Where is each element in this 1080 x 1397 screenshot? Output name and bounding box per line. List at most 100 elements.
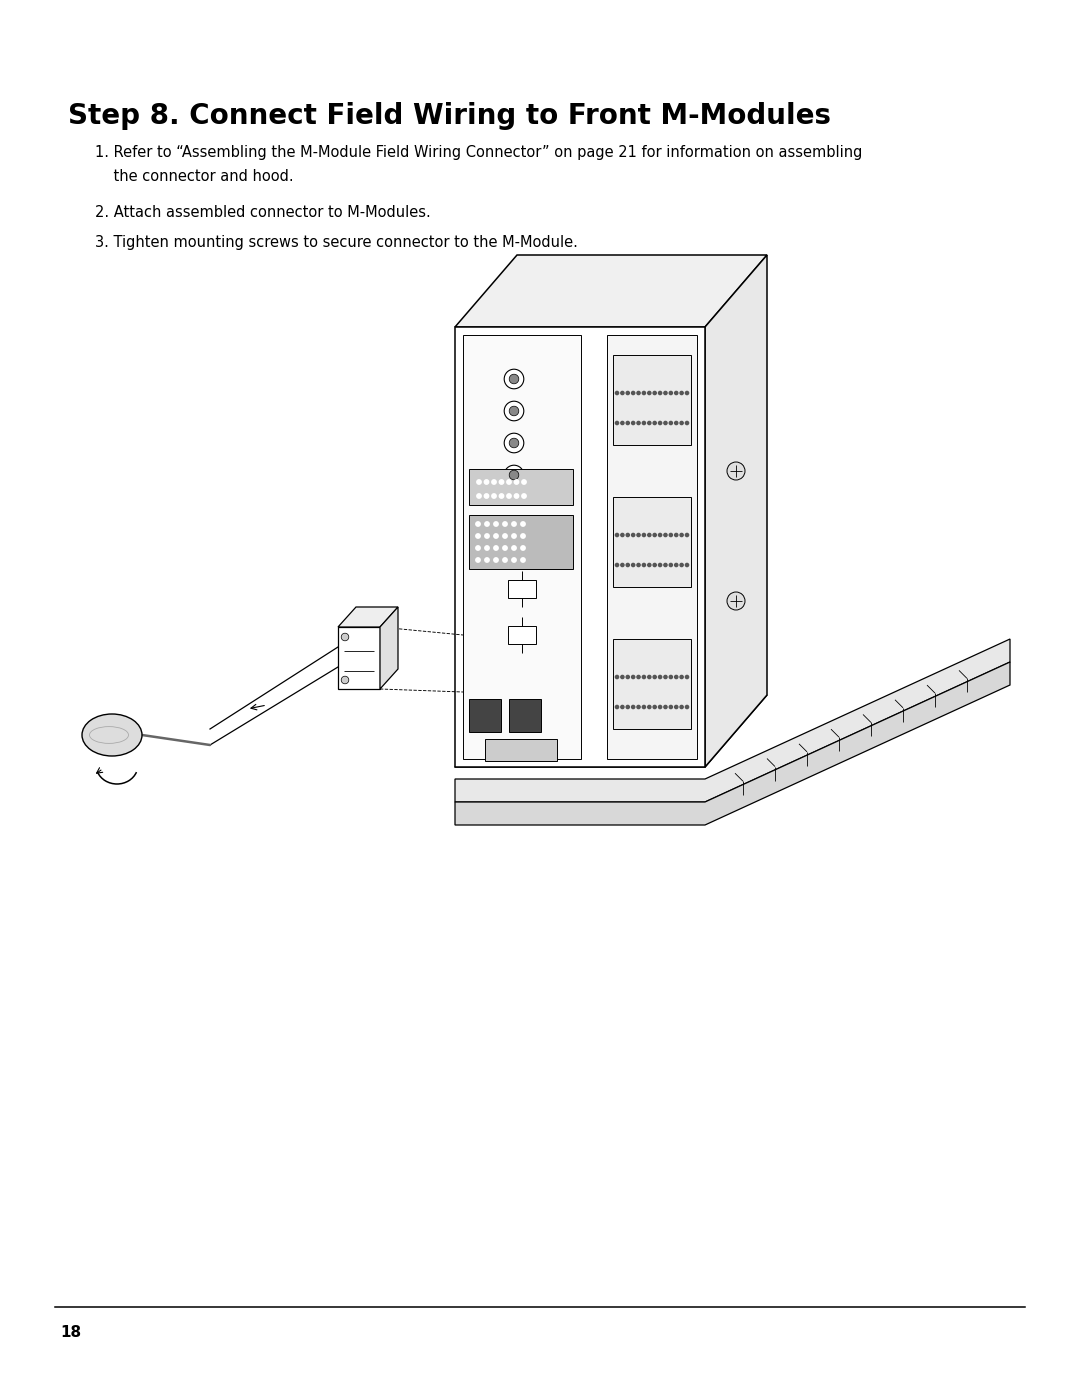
Circle shape (637, 705, 640, 708)
Circle shape (648, 534, 651, 536)
Circle shape (637, 534, 640, 536)
Circle shape (632, 675, 635, 679)
Circle shape (503, 522, 508, 527)
Circle shape (503, 534, 508, 538)
Circle shape (648, 563, 651, 567)
Circle shape (680, 705, 684, 708)
Circle shape (653, 422, 657, 425)
Circle shape (675, 391, 678, 394)
Circle shape (670, 705, 673, 708)
Circle shape (727, 592, 745, 610)
Circle shape (512, 546, 516, 550)
Circle shape (626, 534, 630, 536)
Circle shape (653, 563, 657, 567)
Circle shape (637, 422, 640, 425)
Circle shape (643, 675, 646, 679)
Circle shape (522, 479, 526, 485)
Circle shape (670, 391, 673, 394)
Polygon shape (380, 608, 399, 689)
Polygon shape (469, 515, 573, 569)
Circle shape (643, 563, 646, 567)
Circle shape (686, 391, 689, 394)
Circle shape (616, 534, 619, 536)
Circle shape (485, 546, 489, 550)
Circle shape (507, 479, 511, 485)
Circle shape (616, 563, 619, 567)
Circle shape (626, 391, 630, 394)
Circle shape (670, 534, 673, 536)
Circle shape (521, 534, 525, 538)
Circle shape (621, 705, 624, 708)
Polygon shape (613, 638, 691, 729)
Circle shape (664, 391, 667, 394)
Circle shape (659, 563, 662, 567)
Circle shape (521, 522, 525, 527)
Text: 2. Attach assembled connector to M-Modules.: 2. Attach assembled connector to M-Modul… (95, 205, 431, 219)
Circle shape (494, 522, 498, 527)
Circle shape (670, 422, 673, 425)
Circle shape (653, 534, 657, 536)
Circle shape (341, 633, 349, 641)
Polygon shape (607, 335, 697, 759)
Circle shape (664, 563, 667, 567)
Circle shape (494, 557, 498, 562)
Circle shape (621, 534, 624, 536)
Circle shape (509, 439, 518, 448)
Circle shape (621, 391, 624, 394)
Circle shape (621, 675, 624, 679)
Circle shape (616, 705, 619, 708)
Circle shape (632, 705, 635, 708)
Polygon shape (338, 627, 380, 689)
Circle shape (680, 534, 684, 536)
Polygon shape (463, 335, 581, 759)
Ellipse shape (82, 714, 141, 756)
Circle shape (664, 675, 667, 679)
Circle shape (621, 563, 624, 567)
Circle shape (659, 391, 662, 394)
Circle shape (643, 422, 646, 425)
Circle shape (675, 534, 678, 536)
Circle shape (648, 422, 651, 425)
Circle shape (514, 479, 518, 485)
Circle shape (512, 534, 516, 538)
Circle shape (504, 465, 524, 485)
Text: Step 8. Connect Field Wiring to Front M-Modules: Step 8. Connect Field Wiring to Front M-… (68, 102, 831, 130)
Circle shape (675, 675, 678, 679)
Circle shape (675, 705, 678, 708)
Circle shape (659, 534, 662, 536)
Circle shape (643, 534, 646, 536)
Circle shape (341, 676, 349, 683)
Polygon shape (455, 327, 705, 767)
Circle shape (503, 557, 508, 562)
Circle shape (727, 462, 745, 481)
Polygon shape (613, 355, 691, 446)
Circle shape (632, 563, 635, 567)
Circle shape (664, 534, 667, 536)
Circle shape (491, 479, 496, 485)
Circle shape (686, 563, 689, 567)
Circle shape (476, 493, 482, 499)
Circle shape (632, 391, 635, 394)
Circle shape (485, 534, 489, 538)
Circle shape (522, 493, 526, 499)
Circle shape (632, 422, 635, 425)
Circle shape (659, 422, 662, 425)
Polygon shape (613, 497, 691, 587)
Circle shape (476, 534, 481, 538)
Circle shape (476, 479, 482, 485)
Polygon shape (509, 698, 541, 732)
Circle shape (653, 705, 657, 708)
Circle shape (521, 557, 525, 562)
Circle shape (476, 557, 481, 562)
Circle shape (680, 563, 684, 567)
Polygon shape (469, 698, 501, 732)
Circle shape (686, 534, 689, 536)
Circle shape (494, 534, 498, 538)
Circle shape (626, 675, 630, 679)
Circle shape (648, 675, 651, 679)
Circle shape (494, 546, 498, 550)
Circle shape (476, 522, 481, 527)
Circle shape (621, 422, 624, 425)
Circle shape (632, 534, 635, 536)
Circle shape (507, 493, 511, 499)
